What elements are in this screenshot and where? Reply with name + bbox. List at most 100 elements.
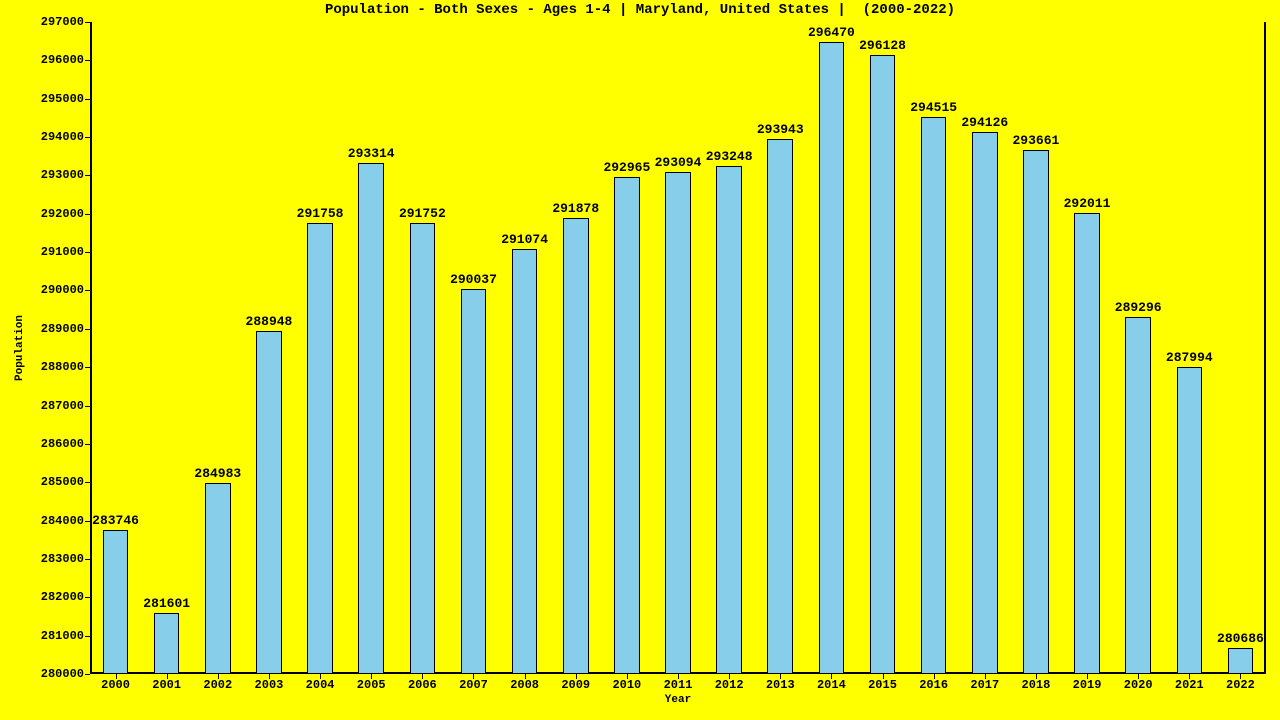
bar — [716, 166, 742, 674]
ytick-label: 285000 — [41, 475, 90, 489]
bar — [205, 483, 231, 674]
bar — [767, 139, 793, 674]
ytick-label: 290000 — [41, 283, 90, 297]
bar — [307, 223, 333, 674]
xtick-mark — [371, 674, 372, 679]
bar-value-label: 296470 — [808, 25, 855, 40]
bar-value-label: 294515 — [910, 100, 957, 115]
bar-value-label: 291074 — [501, 232, 548, 247]
x-axis-label: Year — [665, 694, 691, 706]
ytick-mark — [85, 674, 90, 675]
bar — [103, 530, 129, 674]
xtick-mark — [1240, 674, 1241, 679]
ytick-label: 288000 — [41, 360, 90, 374]
ytick-mark — [85, 214, 90, 215]
ytick-label: 294000 — [41, 130, 90, 144]
bar-value-label: 291752 — [399, 206, 446, 221]
ytick-label: 283000 — [41, 552, 90, 566]
ytick-label: 297000 — [41, 15, 90, 29]
xtick-mark — [167, 674, 168, 679]
ytick-mark — [85, 482, 90, 483]
bar-value-label: 293943 — [757, 122, 804, 137]
ytick-mark — [85, 252, 90, 253]
xtick-mark — [422, 674, 423, 679]
ytick-label: 291000 — [41, 245, 90, 259]
ytick-mark — [85, 60, 90, 61]
ytick-mark — [85, 329, 90, 330]
ytick-label: 287000 — [41, 399, 90, 413]
xtick-mark — [1087, 674, 1088, 679]
bar-value-label: 294126 — [961, 115, 1008, 130]
ytick-mark — [85, 137, 90, 138]
bar — [921, 117, 947, 674]
ytick-mark — [85, 22, 90, 23]
bar-value-label: 289296 — [1115, 300, 1162, 315]
bar — [870, 55, 896, 674]
bar-value-label: 280686 — [1217, 631, 1264, 646]
bar — [1074, 213, 1100, 674]
bar — [154, 613, 180, 674]
bar-value-label: 293248 — [706, 149, 753, 164]
ytick-mark — [85, 597, 90, 598]
ytick-label: 295000 — [41, 92, 90, 106]
bar — [819, 42, 845, 674]
bar — [512, 249, 538, 674]
xtick-mark — [627, 674, 628, 679]
xtick-mark — [678, 674, 679, 679]
bar — [563, 218, 589, 674]
xtick-mark — [1036, 674, 1037, 679]
bar-value-label: 293661 — [1013, 133, 1060, 148]
bar-value-label: 288948 — [246, 314, 293, 329]
ytick-label: 282000 — [41, 590, 90, 604]
xtick-mark — [525, 674, 526, 679]
xtick-mark — [1138, 674, 1139, 679]
ytick-mark — [85, 559, 90, 560]
bar-value-label: 293314 — [348, 146, 395, 161]
ytick-mark — [85, 444, 90, 445]
ytick-mark — [85, 290, 90, 291]
bar-value-label: 291758 — [297, 206, 344, 221]
bar-value-label: 292965 — [603, 160, 650, 175]
bar — [614, 177, 640, 674]
ytick-label: 284000 — [41, 514, 90, 528]
bars-layer: 2837462816012849832889482917582933142917… — [90, 22, 1266, 674]
bar — [461, 289, 487, 674]
xtick-mark — [473, 674, 474, 679]
bar — [1177, 367, 1203, 674]
xtick-mark — [883, 674, 884, 679]
bar — [1228, 648, 1254, 674]
xtick-mark — [576, 674, 577, 679]
bar-value-label: 284983 — [194, 466, 241, 481]
xtick-mark — [729, 674, 730, 679]
xtick-mark — [320, 674, 321, 679]
xtick-mark — [985, 674, 986, 679]
xtick-mark — [116, 674, 117, 679]
bar-value-label: 293094 — [655, 155, 702, 170]
xtick-mark — [934, 674, 935, 679]
ytick-label: 280000 — [41, 667, 90, 681]
ytick-mark — [85, 367, 90, 368]
bar-value-label: 291878 — [552, 201, 599, 216]
bar — [972, 132, 998, 674]
bar — [256, 331, 282, 674]
xtick-mark — [780, 674, 781, 679]
ytick-mark — [85, 521, 90, 522]
ytick-label: 289000 — [41, 322, 90, 336]
bar — [1125, 317, 1151, 674]
chart-container: Population - Both Sexes - Ages 1-4 | Mar… — [0, 0, 1280, 720]
bar — [410, 223, 436, 674]
xtick-mark — [269, 674, 270, 679]
bar-value-label: 283746 — [92, 513, 139, 528]
bar — [665, 172, 691, 674]
bar — [358, 163, 384, 674]
y-axis-label: Population — [14, 315, 26, 381]
bar-value-label: 292011 — [1064, 196, 1111, 211]
ytick-label: 281000 — [41, 629, 90, 643]
ytick-label: 292000 — [41, 207, 90, 221]
ytick-mark — [85, 175, 90, 176]
bar-value-label: 287994 — [1166, 350, 1213, 365]
ytick-mark — [85, 636, 90, 637]
ytick-label: 296000 — [41, 53, 90, 67]
plot-area: 2837462816012849832889482917582933142917… — [90, 22, 1266, 674]
bar-value-label: 296128 — [859, 38, 906, 53]
